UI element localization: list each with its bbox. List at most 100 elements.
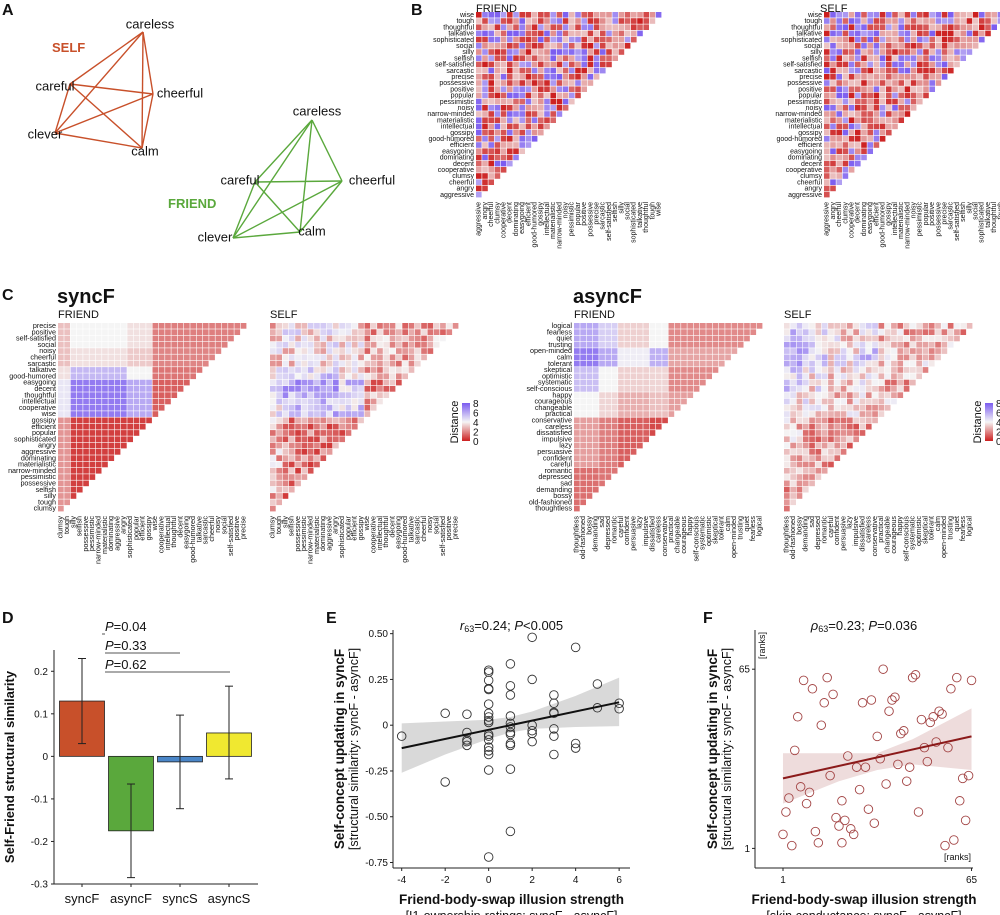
- heatmap-cell: [64, 480, 70, 487]
- heatmap-cell: [513, 148, 519, 154]
- heatmap-cell: [95, 411, 102, 417]
- heatmap-cell: [513, 111, 519, 117]
- heatmap-cell: [892, 36, 898, 43]
- heatmap-cell: [64, 379, 70, 386]
- heatmap-cell: [270, 449, 276, 455]
- heatmap-cell: [611, 442, 618, 449]
- heatmap-cell: [482, 18, 488, 24]
- heatmap-cell: [836, 36, 842, 43]
- heatmap-cell: [824, 142, 830, 148]
- heatmap-cell: [859, 379, 866, 386]
- heatmap-cell: [76, 480, 83, 487]
- heatmap-cell: [488, 129, 494, 136]
- heatmap-cell: [580, 493, 586, 499]
- heatmap-cell: [910, 367, 916, 373]
- heatmap-cell: [165, 354, 171, 361]
- heatmap-cell: [867, 92, 873, 99]
- heatmap-cell: [784, 392, 790, 398]
- stat-symbol: ρ: [810, 618, 819, 633]
- heatmap-cell: [718, 323, 725, 329]
- heatmap-cell: [861, 148, 867, 154]
- data-point: [505, 738, 516, 749]
- heatmap-cell: [824, 154, 830, 161]
- heatmap-cell: [83, 323, 89, 329]
- heatmap-cell: [612, 36, 618, 43]
- heatmap-cell: [681, 379, 687, 386]
- heatmap-cell: [574, 467, 580, 474]
- heatmap-cell: [802, 335, 809, 342]
- heatmap-cell: [270, 436, 276, 443]
- heatmap-cell: [307, 341, 314, 348]
- heatmap-cell: [307, 417, 314, 424]
- heatmap-cell: [855, 74, 861, 80]
- heatmap-cell: [904, 49, 911, 55]
- p-symbol: P: [105, 619, 114, 634]
- heatmap-cell: [102, 392, 108, 398]
- column-label: practical: [666, 516, 675, 543]
- heatmap-cell: [500, 18, 507, 24]
- heatmap-cell: [488, 36, 494, 43]
- heatmap-friend: [476, 12, 662, 198]
- heatmap-cell: [83, 442, 89, 449]
- row-label: sophisticated: [781, 37, 822, 44]
- heatmap-cell: [339, 367, 345, 373]
- heatmap-cell: [592, 379, 599, 386]
- column-label: sarcastic: [948, 202, 955, 230]
- heatmap-cell: [307, 423, 314, 430]
- heatmap-cell: [550, 92, 556, 99]
- heatmap-cell: [364, 404, 371, 411]
- heatmap-cell: [891, 354, 897, 361]
- comparison-label: P=0.04: [105, 619, 147, 634]
- heatmap-cell: [853, 335, 859, 342]
- network-node-label: cheerful: [157, 85, 203, 100]
- heatmap-cell: [847, 341, 853, 348]
- heatmap-cell: [531, 18, 538, 24]
- heatmap-cell: [383, 386, 390, 392]
- heatmap-cell: [948, 49, 954, 55]
- p-symbol: P: [105, 638, 114, 653]
- heatmap-cell: [784, 367, 790, 373]
- heatmap-cell: [821, 379, 828, 386]
- heatmap-cell: [414, 341, 421, 348]
- column-label: cooperative: [848, 202, 855, 238]
- column-label: efficient: [873, 202, 880, 226]
- heatmap-cell: [935, 55, 942, 61]
- heatmap-cell: [649, 341, 656, 348]
- heatmap-cell: [618, 43, 625, 49]
- heatmap-cell: [802, 323, 809, 329]
- heatmap-cell: [301, 417, 308, 424]
- heatmap-cell: [687, 348, 694, 354]
- heatmap-cell: [630, 436, 637, 443]
- heatmap-cell: [848, 111, 855, 117]
- heatmap-cell: [830, 30, 836, 37]
- heatmap-cell: [879, 136, 886, 142]
- heatmap-cell: [333, 348, 339, 354]
- heatmap-cell: [904, 92, 911, 99]
- heatmap-cell: [127, 341, 133, 348]
- heatmap-cell: [320, 404, 327, 411]
- heatmap-cell: [917, 86, 923, 92]
- heatmap-cell: [853, 386, 859, 392]
- heatmap-cell: [836, 49, 842, 55]
- heatmap-cell: [592, 436, 599, 443]
- heatmap-cell: [234, 323, 241, 329]
- data-point: [813, 838, 824, 848]
- heatmap-cell: [158, 354, 165, 361]
- heatmap-cell: [624, 323, 631, 329]
- heatmap-cell: [58, 455, 64, 461]
- heatmap-cell: [668, 354, 675, 361]
- heatmap-cell: [834, 348, 841, 354]
- heatmap-cell: [892, 43, 898, 49]
- column-label: dominating: [106, 516, 115, 551]
- heatmap-cell: [133, 341, 140, 348]
- heatmap-cell: [784, 323, 790, 329]
- heatmap-cell: [674, 354, 681, 361]
- heatmap-cell: [370, 379, 377, 386]
- column-label: cooperative: [157, 516, 166, 553]
- heatmap-cell: [637, 398, 643, 405]
- heatmap-cell: [276, 398, 282, 405]
- heatmap-cell: [879, 111, 886, 117]
- heatmap-cell: [102, 348, 108, 354]
- heatmap-cell: [370, 360, 377, 367]
- heatmap-cell: [121, 329, 127, 335]
